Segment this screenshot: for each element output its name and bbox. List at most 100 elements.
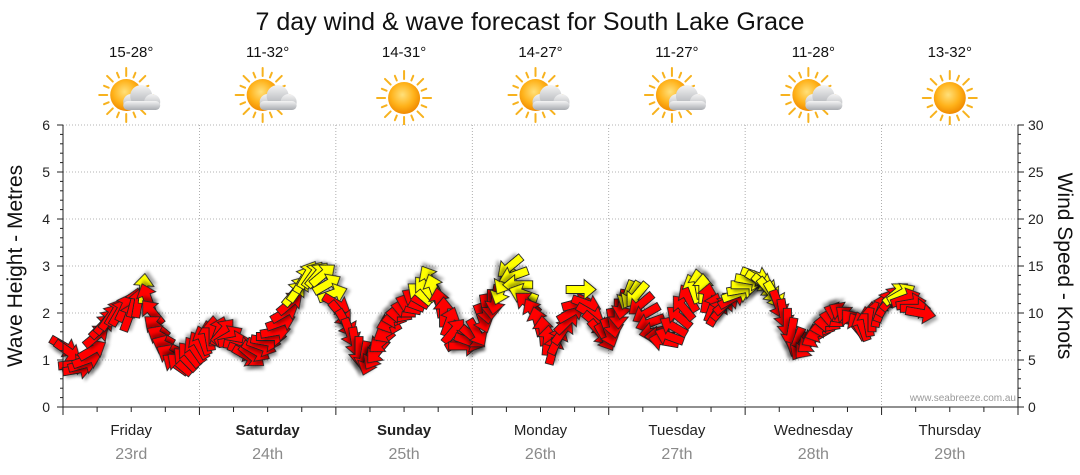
sun-ray [416,77,425,86]
sun-ray [106,74,114,83]
sunny-icon [376,70,433,126]
sun-ray [661,111,666,119]
sun-ray [116,111,120,119]
sun-ray [515,107,524,116]
sun-ray [106,107,114,116]
right-tick-label: 30 [1028,117,1044,133]
sun-ray [926,104,934,109]
cloud-shape [532,85,570,110]
wind-arrow [465,317,488,347]
sun-ray [103,84,110,89]
partly-cloudy-icon [507,67,570,123]
day-name-label: Saturday [236,422,301,439]
sun-ray [798,111,803,119]
sun-ray [678,71,683,79]
cloud-shape [668,85,706,110]
partly-cloudy-icon [780,67,843,123]
left-tick-label: 2 [42,305,50,321]
sun-ray [651,107,660,116]
sun-ray [962,110,970,119]
sun-ray [939,114,944,122]
right-tick-label: 15 [1028,258,1044,274]
right-tick-label: 20 [1028,211,1044,227]
sun-ray [788,74,796,83]
sun-ray [926,87,934,92]
temperature-label: 15-28° [109,44,153,61]
sun-ray [966,104,973,109]
day-name-label: Sunday [377,422,432,439]
temperature-label: 11-28° [792,44,835,61]
sunny-icon [921,70,978,126]
sun-ray [678,111,683,119]
sun-ray [956,74,960,82]
sun-ray [103,101,110,106]
sun-ray [138,74,147,83]
sun-ray [785,84,792,89]
day-date-label: 28th [798,446,829,463]
sun-ray [541,71,546,79]
sun-ray [393,74,398,82]
cloud-shape [259,85,297,110]
watermark: www.seabreeze.com.au [909,393,1016,404]
day-name-label: Thursday [919,422,982,439]
sun-ray [648,84,656,89]
right-tick-label: 5 [1028,352,1036,368]
sun-ray [275,74,283,83]
sun-ray [814,71,819,79]
right-tick-label: 25 [1028,164,1044,180]
wind-arrow [565,278,597,301]
weather-icons: 15-28° 11-32° 14-31° 14-27° 11-27° 11-28° 13-3… [98,44,978,126]
day-name-label: Tuesday [648,422,705,439]
wind-arrow [142,300,166,327]
left-tick-label: 4 [42,211,50,227]
sun-ray [684,74,693,83]
partly-cloudy-icon [98,67,161,123]
temperature-label: 13-32° [928,44,972,61]
sun-ray [420,87,428,92]
sun-ray [966,87,973,92]
sun-ray [956,114,960,122]
temperature-label: 11-32° [246,44,289,61]
left-tick-label: 1 [42,352,50,368]
right-tick-label: 0 [1028,399,1036,415]
sun-disc [388,82,421,114]
sun-ray [547,74,556,83]
sun-ray [939,74,944,82]
sun-ray [512,84,519,89]
sun-ray [380,87,388,92]
sun-ray [383,77,392,86]
sun-ray [785,101,792,106]
sun-ray [393,114,398,122]
wind-arrows [48,253,937,380]
sun-ray [252,111,257,119]
sun-ray [929,77,938,86]
left-tick-label: 6 [42,117,50,133]
left-axis-title: Wave Height - Metres [4,165,27,367]
sun-ray [410,74,415,82]
sun-ray [820,74,829,83]
sun-ray [132,111,137,119]
day-date-label: 29th [934,446,965,463]
day-date-label: 27th [661,446,692,463]
sun-ray [242,107,251,116]
axes: 0 1 2 3 4 5 6 0 5 10 15 20 25 30 [42,117,1044,415]
left-tick-label: 0 [42,399,50,415]
sun-disc [933,82,966,114]
sun-ray [420,104,428,109]
wind-arrow [904,302,937,325]
chart-title: 7 day wind & wave forecast for South Lak… [256,8,805,36]
sun-ray [383,110,392,119]
sun-ray [239,84,247,89]
day-name-label: Monday [514,422,568,439]
day-date-label: 24th [252,446,283,463]
sun-ray [512,101,519,106]
sun-ray [814,111,819,119]
sun-ray [116,71,120,79]
left-tick-label: 5 [42,164,50,180]
sun-ray [525,71,530,79]
sun-ray [252,71,257,79]
temperature-label: 14-27° [518,44,562,61]
sun-ray [525,111,530,119]
sun-ray [242,74,251,83]
sun-ray [929,110,938,119]
